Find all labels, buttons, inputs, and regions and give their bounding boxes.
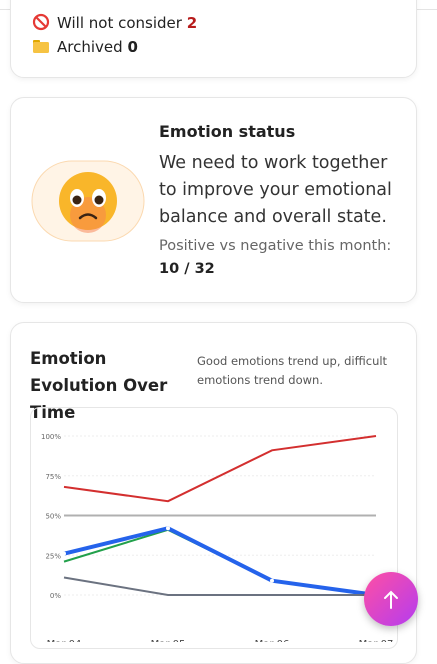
y-tick-label: 50% [45,513,61,521]
emotion-status-card: Emotion status We need to work together … [10,97,417,303]
x-tick-label: Mar 07 [359,639,394,642]
point [270,578,274,583]
series-line [63,435,377,503]
ratio: 10 / 32 [159,261,215,277]
ratio-label: Positive vs negative this month: [159,238,392,254]
point [62,551,66,556]
message: We need to work together to improve your… [159,153,392,227]
chart: 0% 25% 50% 75% 100% Mar 04 Mar 05 Mar 06 Mar 07 [41,433,394,642]
point [166,526,170,531]
x-tick-label: Mar 05 [151,639,186,642]
y-tick-label: 100% [41,433,61,441]
card-title: Emotion status [159,122,296,141]
y-tick-label: 0% [50,592,61,600]
x-tick-label: Mar 04 [47,639,82,642]
icon-block [32,13,50,31]
y-tick-label: 25% [45,552,61,560]
y-tick-label: 75% [45,473,61,481]
scroll-top-button[interactable] [364,572,418,626]
status-card: Will not consider 2 Archived 0 [10,0,417,78]
chart-card: Emotion Evolution Over Time Good emotion… [10,322,417,664]
series-line [63,526,377,597]
status-item: Archived 0 [57,38,138,56]
emotion-face [31,160,145,242]
series-line [63,576,376,596]
chart-subtitle: Good emotions trend up, difficult emotio… [197,354,388,387]
x-tick-label: Mar 06 [255,639,290,642]
icon-folder [33,40,49,53]
status-item: Will not consider 2 [57,14,198,32]
